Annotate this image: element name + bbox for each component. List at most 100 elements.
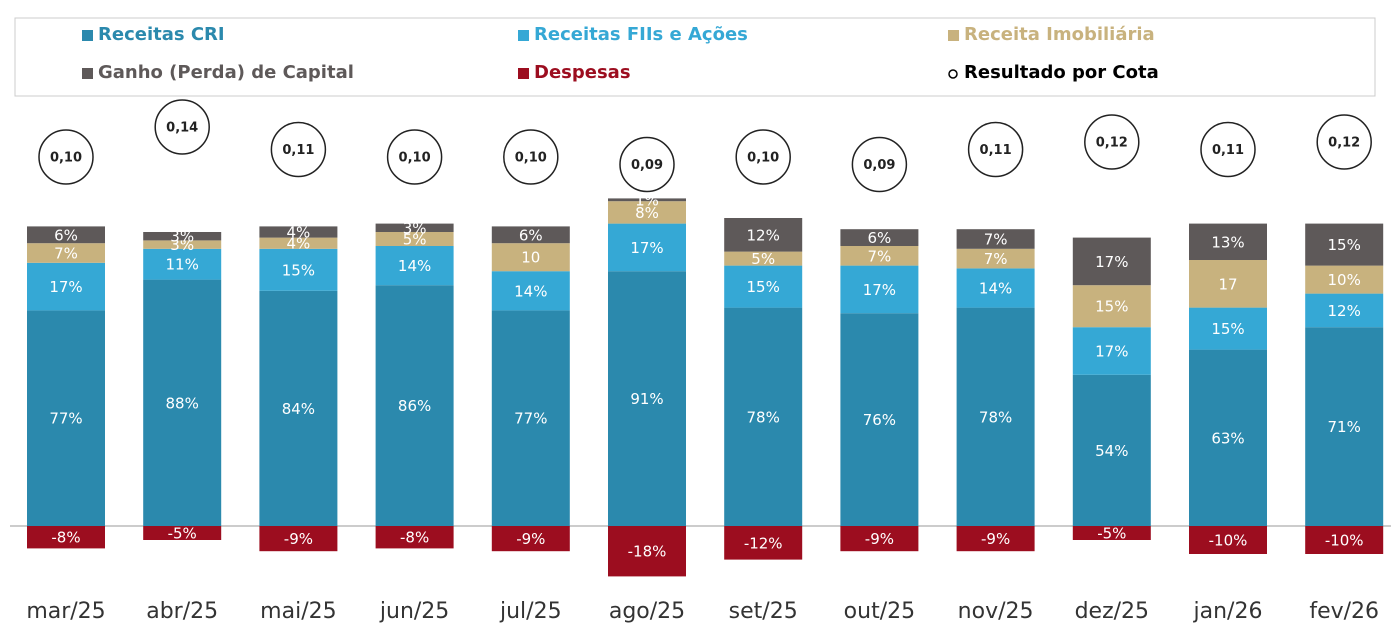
legend-marker: [518, 30, 529, 41]
segment-label: -9%: [284, 530, 313, 548]
cota-marker: [851, 136, 908, 193]
bar-segment: [1189, 223, 1267, 260]
bar-segment: [143, 240, 222, 249]
bar-segment: [1305, 327, 1384, 526]
bar-segment: [956, 229, 1035, 249]
segment-label: -18%: [628, 543, 667, 561]
x-tick-label: ago/25: [609, 599, 685, 624]
cota-label: 0,11: [1212, 143, 1244, 158]
bar-segment: [724, 218, 803, 252]
bar-segment: [956, 526, 1035, 552]
legend-marker: [82, 68, 93, 79]
bar-segment: [27, 310, 105, 526]
segment-label: 17%: [863, 281, 896, 299]
segment-label: 63%: [1211, 429, 1244, 447]
segment-label: 10: [521, 249, 540, 267]
x-tick-label: out/25: [844, 599, 915, 624]
cota-marker: [619, 136, 675, 193]
bar-segment: [27, 226, 105, 244]
bar-segment: [724, 526, 803, 560]
segment-label: -10%: [1325, 532, 1364, 550]
x-tick-label: dez/25: [1075, 599, 1149, 624]
bar-segment: [259, 237, 338, 249]
legend-marker: [948, 69, 958, 79]
segment-label: 12%: [1328, 302, 1361, 320]
segment-label: 88%: [166, 394, 199, 412]
bar-segment: [375, 223, 454, 232]
segment-label: 14%: [514, 282, 547, 300]
x-tick-label: abr/25: [146, 599, 218, 624]
bar-segment: [259, 248, 338, 291]
bar-segment: [1072, 237, 1151, 286]
bar-segment: [1305, 293, 1384, 328]
segment-label: 3%: [170, 228, 194, 246]
bar-segment: [840, 246, 919, 266]
segment-label: 10%: [1328, 271, 1361, 289]
bar-segment: [491, 243, 570, 272]
x-tick-label: mai/25: [260, 599, 336, 624]
bar-segment: [840, 265, 919, 314]
segment-label: 15%: [1328, 236, 1361, 254]
cota-label: 0,10: [747, 151, 779, 166]
cota-marker: [1200, 121, 1256, 178]
x-tick-label: jan/26: [1193, 599, 1263, 624]
segment-label: 3%: [170, 236, 194, 254]
cota-marker: [38, 129, 94, 185]
bar-segment: [27, 243, 105, 263]
segment-label: 78%: [747, 408, 780, 426]
segment-label: 71%: [1328, 418, 1361, 436]
bar-segment: [1305, 526, 1384, 554]
bar-segment: [1189, 349, 1267, 526]
segment-label: 17%: [630, 239, 663, 257]
bar-segment: [1189, 260, 1267, 308]
legend-label: Receitas FIIs e Ações: [534, 24, 748, 45]
bar-segment: [956, 268, 1035, 308]
bar-segment: [840, 229, 919, 246]
bar-segment: [259, 226, 338, 238]
bar-segment: [608, 198, 686, 202]
cota-label: 0,10: [515, 151, 547, 166]
segment-label: 14%: [398, 257, 431, 275]
segment-label: -12%: [744, 534, 783, 552]
bar-segment: [375, 285, 454, 526]
segment-label: -9%: [516, 530, 545, 548]
bar-segment: [491, 526, 570, 552]
segment-label: 17%: [1095, 343, 1128, 361]
bar-segment: [840, 313, 919, 526]
bar-segment: [375, 526, 454, 549]
cota-marker: [1084, 114, 1140, 170]
segment-label: 15%: [282, 261, 315, 279]
cota-marker: [967, 121, 1024, 178]
segment-label: 14%: [979, 280, 1012, 298]
segment-label: 91%: [630, 390, 663, 408]
segment-label: -5%: [168, 525, 197, 543]
x-tick-label: mar/25: [26, 599, 105, 624]
bar-segment: [1189, 307, 1267, 350]
cota-marker: [154, 99, 210, 155]
cota-marker: [270, 121, 327, 178]
cota-marker: [735, 129, 791, 185]
bar-segment: [724, 251, 803, 266]
segment-label: -10%: [1209, 532, 1248, 550]
bar-segment: [143, 248, 222, 280]
segment-label: 86%: [398, 397, 431, 415]
cota-label: 0,11: [282, 143, 314, 158]
bar-segment: [956, 248, 1035, 269]
segment-label: 8%: [635, 204, 659, 222]
cota-marker: [503, 129, 559, 185]
cota-label: 0,10: [399, 151, 431, 166]
segment-label: 6%: [519, 226, 543, 244]
bar-segment: [956, 307, 1035, 526]
segment-label: 15%: [747, 278, 780, 296]
x-tick-label: nov/25: [958, 599, 1034, 624]
segment-label: 5%: [751, 250, 775, 268]
bar-segment: [1072, 374, 1151, 526]
bar-segment: [608, 526, 686, 577]
segment-label: 4%: [287, 235, 311, 253]
bar-segment: [1072, 327, 1151, 375]
segment-label: -8%: [51, 529, 80, 547]
segment-label: 17%: [49, 278, 82, 296]
x-tick-label: jun/25: [379, 599, 449, 624]
bar-segment: [27, 262, 105, 311]
